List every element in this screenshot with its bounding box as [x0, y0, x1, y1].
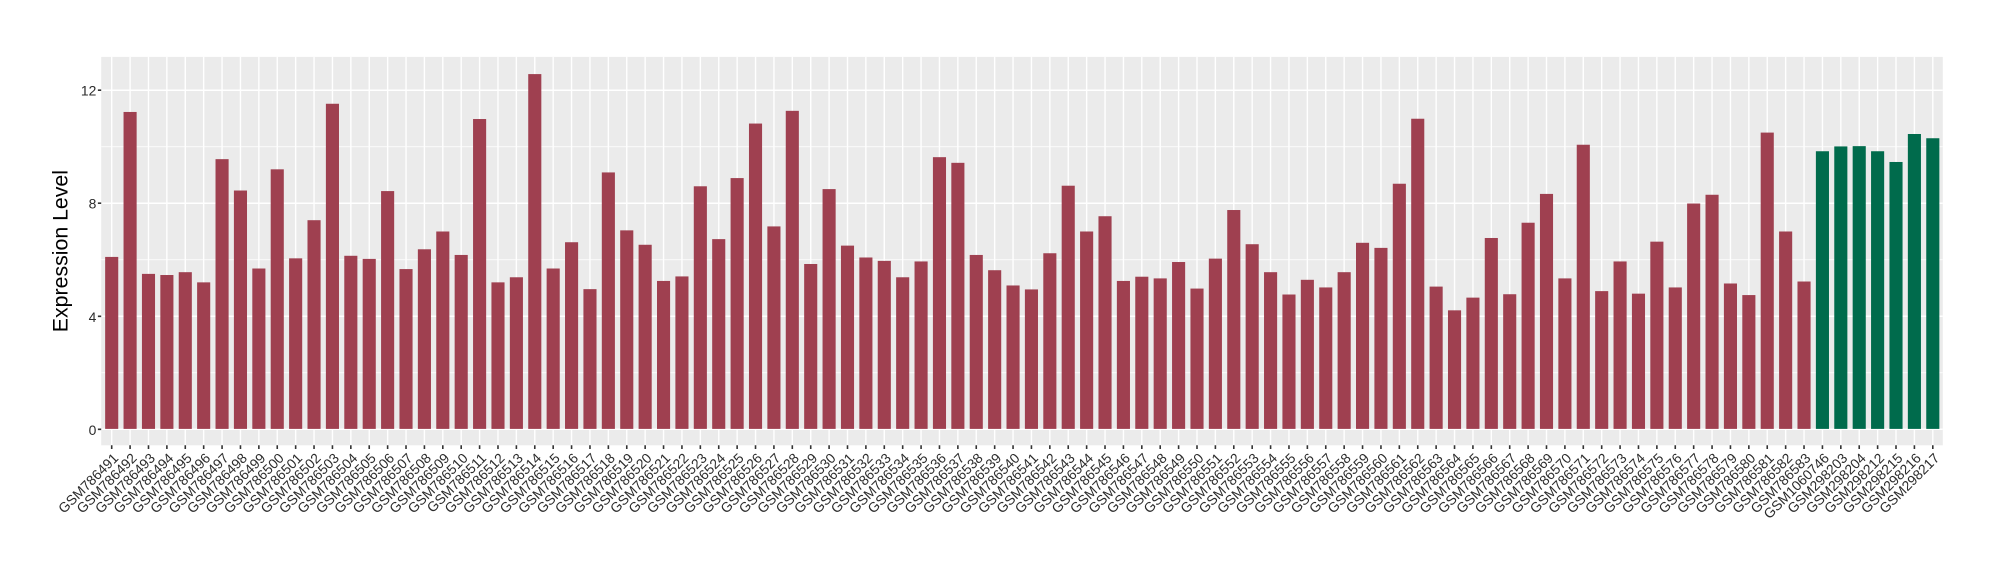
svg-text:8: 8: [89, 196, 97, 212]
svg-text:Expression Level: Expression Level: [49, 170, 73, 332]
svg-text:4: 4: [89, 309, 97, 325]
svg-text:12: 12: [81, 83, 97, 99]
svg-text:0: 0: [89, 422, 97, 438]
